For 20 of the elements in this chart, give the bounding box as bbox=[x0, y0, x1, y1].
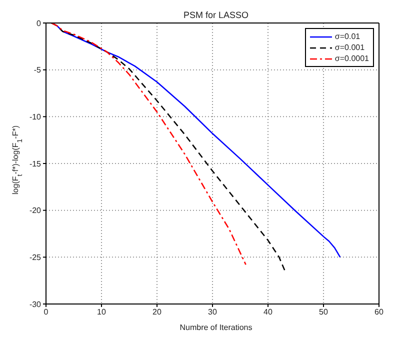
x-tick-label: 50 bbox=[319, 308, 328, 317]
y-tick-label: -15 bbox=[29, 159, 42, 168]
x-tick-label: 0 bbox=[44, 308, 49, 317]
y-tick-label: -10 bbox=[29, 112, 42, 122]
x-axis-title: Numbre of Iterations bbox=[180, 323, 252, 332]
y-tick-label: -30 bbox=[29, 300, 42, 309]
y-tick-label: -20 bbox=[29, 206, 42, 216]
x-tick-label: 10 bbox=[97, 308, 106, 317]
chart-title: PSM for LASSO bbox=[183, 10, 249, 20]
x-tick-label: 30 bbox=[208, 308, 218, 317]
y-tick-label: -25 bbox=[29, 253, 42, 262]
y-tick-label: 0 bbox=[36, 18, 42, 28]
legend-label: σ=0.01 bbox=[334, 31, 360, 42]
line-series bbox=[50, 23, 246, 266]
x-tick-label: 40 bbox=[264, 308, 273, 317]
legend-label: σ=0.0001 bbox=[334, 53, 369, 64]
x-tick-label: 60 bbox=[374, 308, 384, 317]
y-tick-label: -5 bbox=[34, 66, 42, 75]
legend-label: σ=0.001 bbox=[334, 42, 365, 53]
x-tick-label: 20 bbox=[152, 308, 162, 317]
